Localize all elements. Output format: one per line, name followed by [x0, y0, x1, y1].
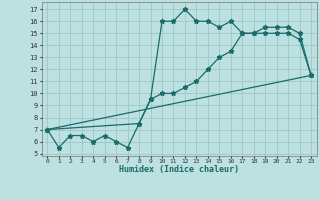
X-axis label: Humidex (Indice chaleur): Humidex (Indice chaleur)	[119, 165, 239, 174]
